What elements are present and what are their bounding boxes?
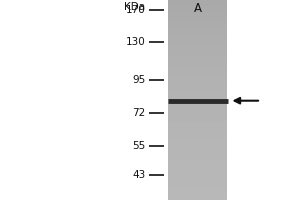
Text: 130: 130 — [126, 37, 146, 47]
Text: 55: 55 — [132, 141, 146, 151]
Text: A: A — [194, 2, 202, 15]
Text: 72: 72 — [132, 108, 146, 118]
Text: 43: 43 — [132, 170, 146, 180]
Text: 95: 95 — [132, 75, 146, 85]
Text: KDa: KDa — [124, 2, 146, 12]
Text: 170: 170 — [126, 5, 146, 15]
